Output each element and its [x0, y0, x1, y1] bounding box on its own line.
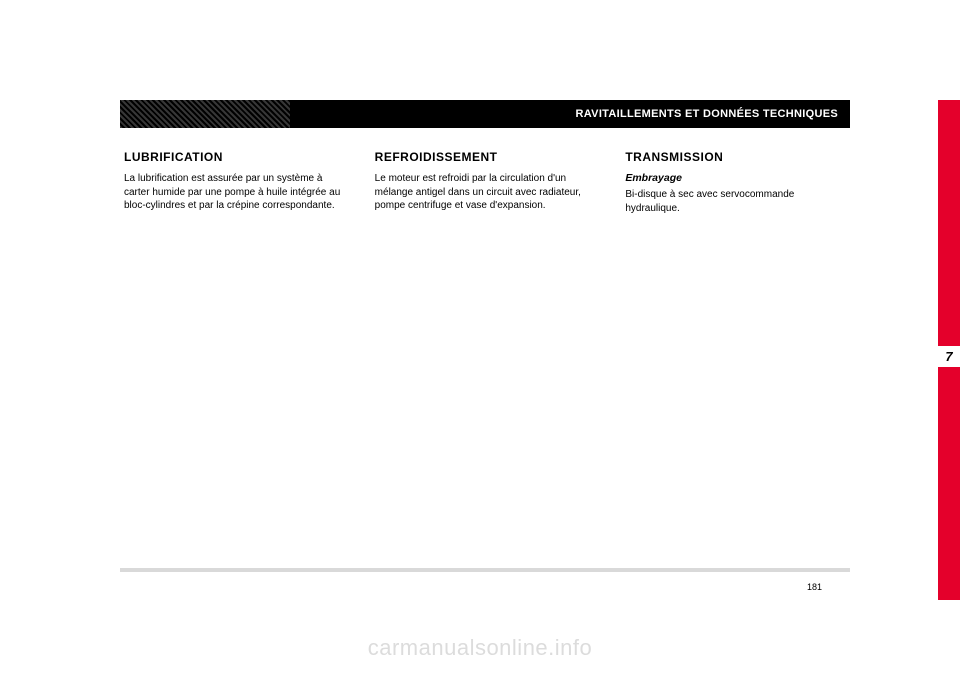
column-title: TRANSMISSION	[625, 150, 846, 164]
column-subtitle: Embrayage	[625, 172, 846, 184]
column-body: Bi-disque à sec avec servocommande hydra…	[625, 188, 846, 215]
page-number: 181	[807, 582, 822, 592]
column-refroidissement: REFROIDISSEMENT Le moteur est refroidi p…	[375, 150, 596, 215]
column-title: REFROIDISSEMENT	[375, 150, 596, 164]
column-body: La lubrification est assurée par un syst…	[124, 172, 345, 213]
column-title: LUBRIFICATION	[124, 150, 345, 164]
column-body: Le moteur est refroidi par la circulatio…	[375, 172, 596, 213]
column-transmission: TRANSMISSION Embrayage Bi-disque à sec a…	[625, 150, 846, 215]
watermark-text: carmanualsonline.info	[368, 635, 593, 661]
bottom-rule	[120, 568, 850, 572]
section-header-title: RAVITAILLEMENTS ET DONNÉES TECHNIQUES	[576, 108, 838, 120]
header-texture	[120, 100, 290, 128]
content-columns: LUBRIFICATION La lubrification est assur…	[120, 150, 850, 215]
column-lubrification: LUBRIFICATION La lubrification est assur…	[124, 150, 345, 215]
manual-page: RAVITAILLEMENTS ET DONNÉES TECHNIQUES LU…	[120, 100, 850, 600]
section-header-bar: RAVITAILLEMENTS ET DONNÉES TECHNIQUES	[120, 100, 850, 128]
chapter-tab-strip: 7	[938, 100, 960, 600]
chapter-number: 7	[937, 346, 960, 367]
